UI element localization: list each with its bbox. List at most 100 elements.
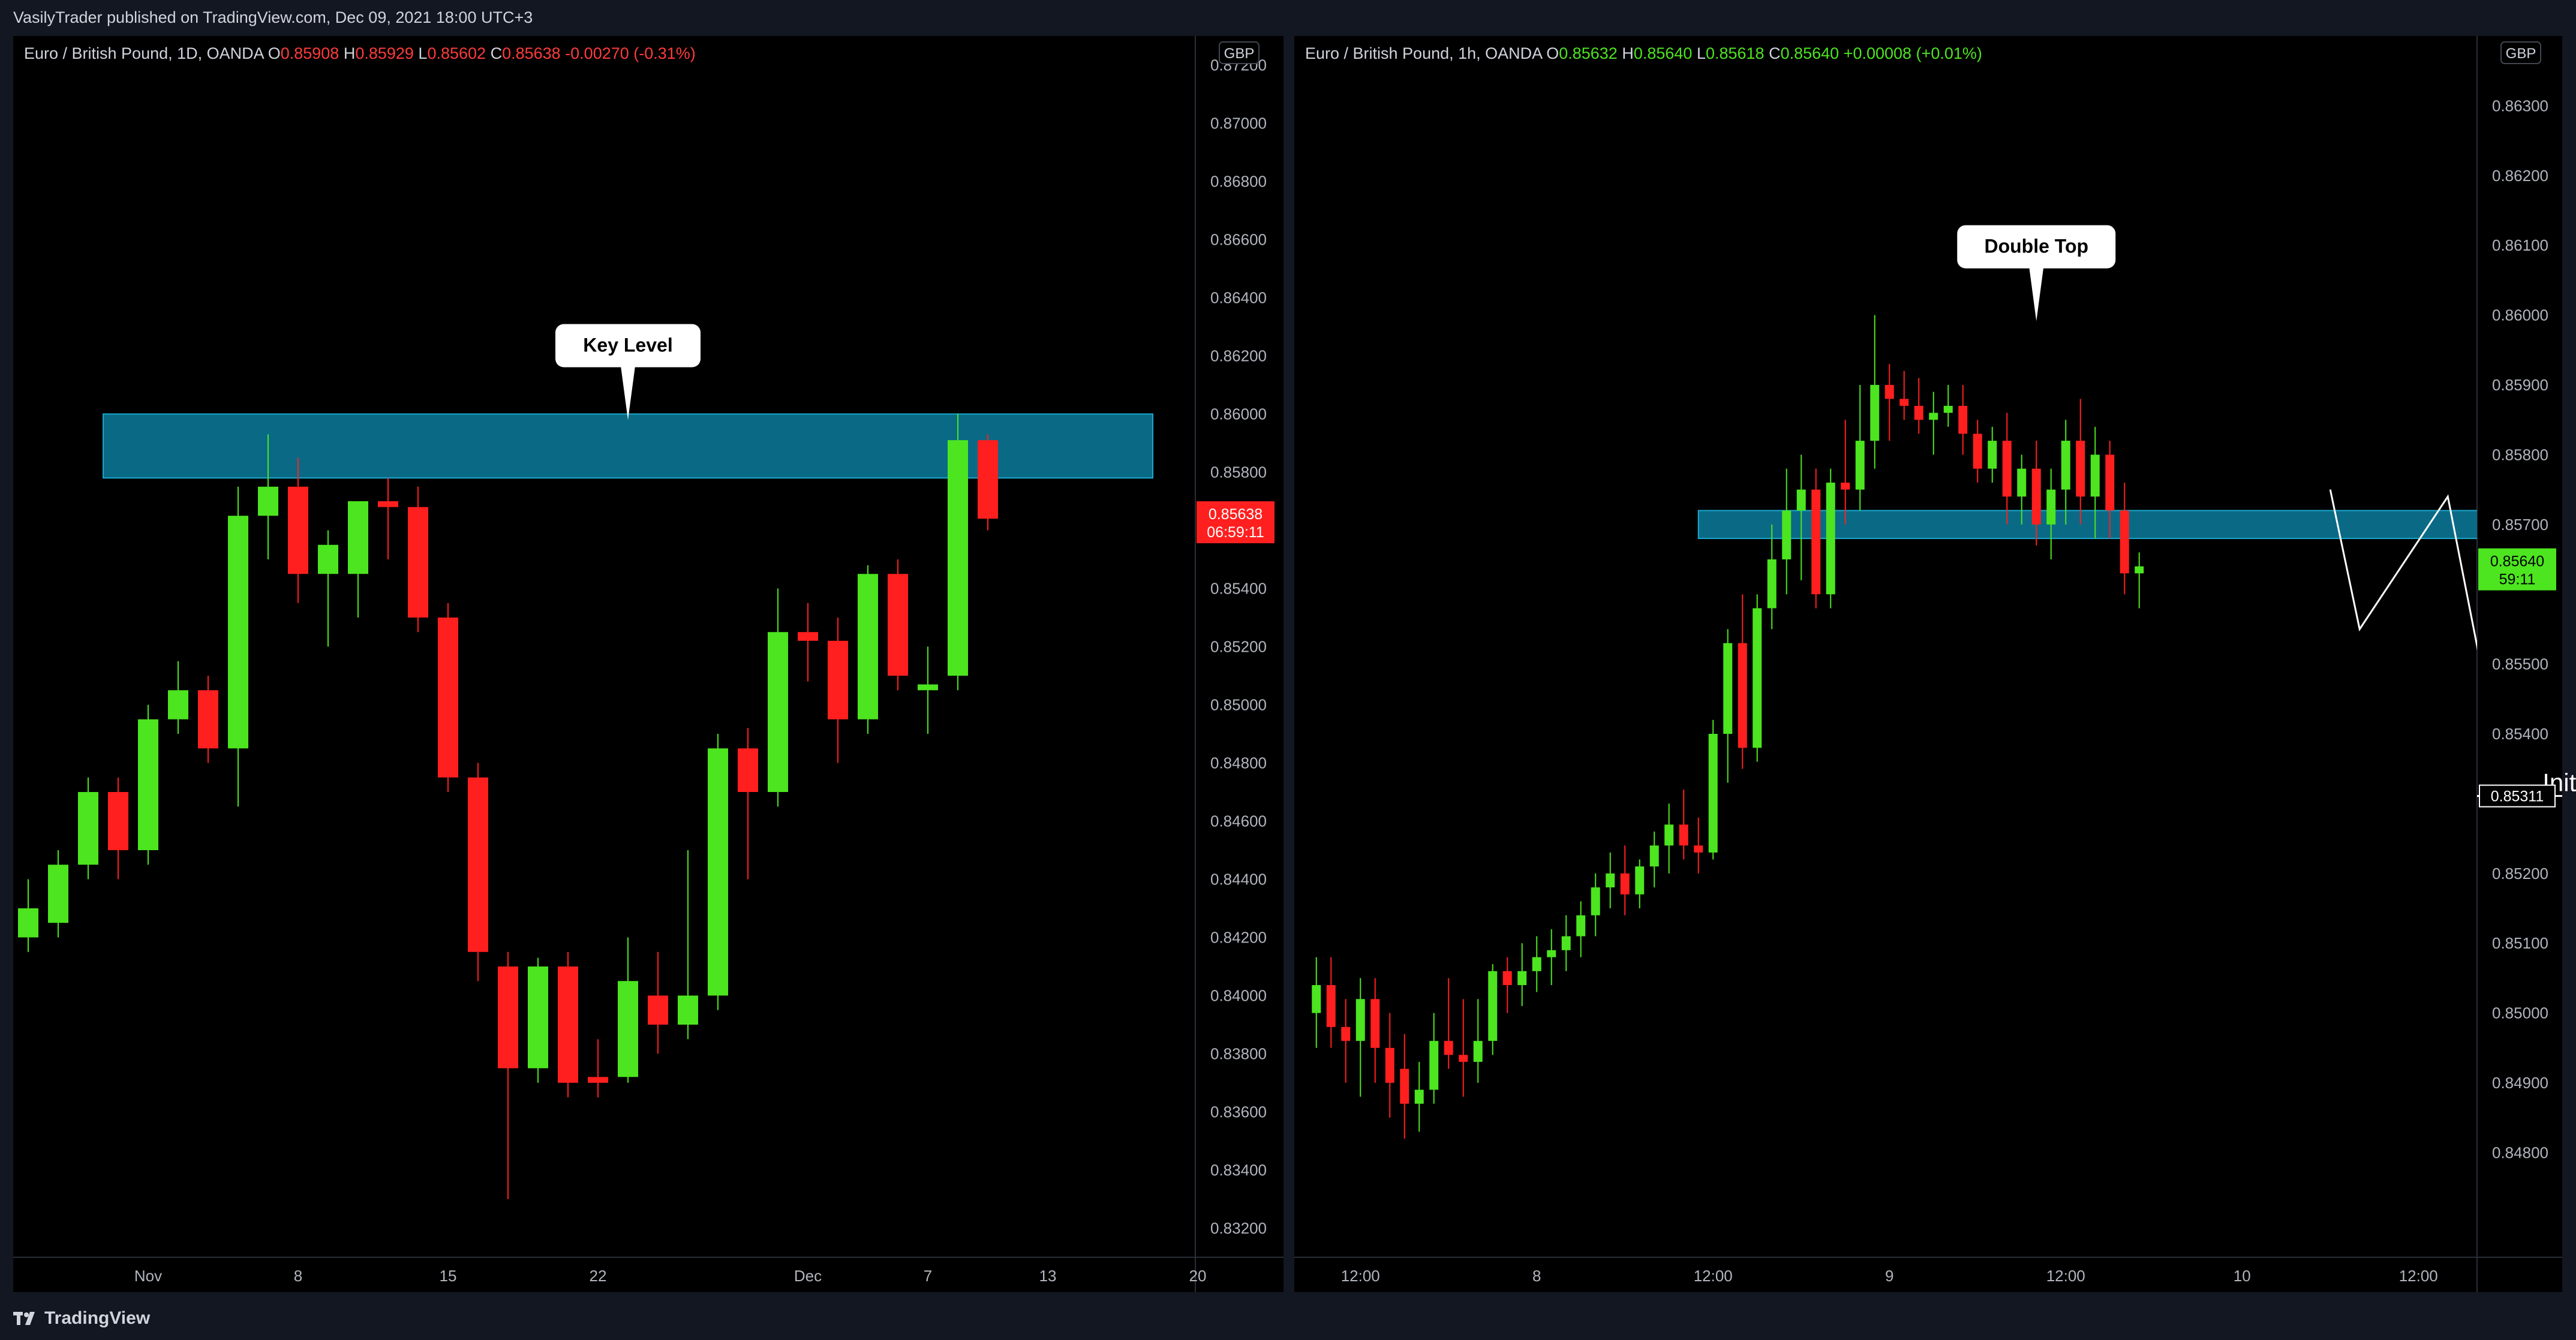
candle[interactable] (2002, 412, 2012, 525)
annotation-callout[interactable]: Double Top (1957, 225, 2116, 321)
candle[interactable] (1826, 468, 1835, 609)
candle[interactable] (768, 588, 788, 807)
candle[interactable] (1429, 1013, 1439, 1104)
candle[interactable] (1943, 385, 1953, 427)
candle[interactable] (78, 777, 98, 880)
candle[interactable] (528, 957, 548, 1083)
candle[interactable] (588, 1039, 608, 1098)
candle[interactable] (1914, 378, 1923, 434)
candle[interactable] (138, 704, 158, 865)
candle[interactable] (1488, 964, 1498, 1055)
candle[interactable] (1796, 454, 1806, 580)
candle[interactable] (408, 486, 428, 633)
candle[interactable] (1547, 929, 1556, 986)
candle[interactable] (1444, 978, 1453, 1069)
candle[interactable] (738, 728, 758, 880)
chart-panel-daily[interactable]: Key Level0.872000.870000.868000.866000.8… (13, 36, 1284, 1292)
candle[interactable] (1664, 803, 1674, 874)
candle[interactable] (1473, 999, 1483, 1083)
tradingview-logo[interactable]: TradingView (13, 1308, 150, 1329)
candle[interactable] (1723, 629, 1733, 783)
candle[interactable] (2120, 482, 2129, 595)
candle[interactable] (1620, 845, 1630, 916)
candle[interactable] (378, 478, 398, 559)
candle[interactable] (1576, 901, 1586, 957)
candle[interactable] (888, 559, 908, 691)
plot-area[interactable] (1312, 315, 2551, 1139)
candle[interactable] (618, 937, 638, 1083)
candle[interactable] (1855, 385, 1865, 511)
candle[interactable] (918, 646, 938, 734)
candle[interactable] (198, 676, 218, 763)
candle[interactable] (1517, 943, 1527, 1006)
candle[interactable] (108, 777, 128, 880)
candle[interactable] (468, 763, 488, 981)
candle[interactable] (1341, 999, 1351, 1083)
candle[interactable] (1635, 859, 1645, 908)
candle[interactable] (1782, 468, 1792, 595)
candle[interactable] (288, 457, 308, 603)
candle[interactable] (1414, 1062, 1424, 1132)
candle[interactable] (558, 951, 578, 1098)
candle[interactable] (1708, 719, 1718, 860)
candle[interactable] (1738, 594, 1747, 769)
candle[interactable] (648, 951, 668, 1054)
candle[interactable] (1899, 371, 1909, 420)
candle[interactable] (978, 434, 998, 531)
candle[interactable] (1649, 831, 1659, 888)
candle[interactable] (48, 850, 68, 938)
candle[interactable] (2046, 468, 2056, 559)
candle[interactable] (228, 486, 248, 807)
candle[interactable] (438, 603, 458, 792)
currency-button[interactable]: GBP (2500, 41, 2541, 64)
candle[interactable] (1606, 852, 1615, 908)
candle[interactable] (678, 850, 698, 1040)
plot-area[interactable] (18, 413, 1153, 1200)
candle[interactable] (2090, 426, 2100, 539)
candle[interactable] (2061, 420, 2070, 525)
candle[interactable] (2135, 552, 2144, 609)
candle[interactable] (18, 879, 38, 952)
candle[interactable] (1884, 364, 1894, 441)
candle[interactable] (2017, 454, 2027, 525)
candle[interactable] (168, 661, 188, 734)
candle[interactable] (828, 618, 848, 763)
candle[interactable] (1591, 873, 1600, 937)
candle[interactable] (1532, 936, 1541, 992)
candle[interactable] (2031, 441, 2041, 546)
candle[interactable] (858, 565, 878, 734)
annotation-callout[interactable]: Key Level (555, 324, 701, 420)
candle[interactable] (2076, 399, 2085, 525)
candle[interactable] (1355, 978, 1365, 1097)
candle[interactable] (258, 434, 278, 559)
candle[interactable] (1753, 594, 1762, 762)
candle[interactable] (1326, 957, 1336, 1048)
candle[interactable] (348, 501, 368, 618)
candle[interactable] (1811, 468, 1821, 609)
candle[interactable] (1679, 790, 1688, 860)
candle[interactable] (1973, 420, 1982, 483)
candle[interactable] (1370, 978, 1380, 1083)
candle[interactable] (798, 603, 818, 682)
candle[interactable] (1870, 315, 1880, 469)
candle[interactable] (1459, 999, 1468, 1097)
candle[interactable] (1988, 426, 1997, 483)
candle[interactable] (1312, 957, 1321, 1048)
currency-button[interactable]: GBP (1219, 41, 1260, 64)
candle[interactable] (1841, 420, 1850, 525)
candle[interactable] (1767, 524, 1777, 630)
candle[interactable] (948, 414, 968, 691)
candle[interactable] (1958, 385, 1968, 455)
candle[interactable] (1694, 817, 1703, 874)
candle[interactable] (1502, 957, 1512, 1013)
candle[interactable] (318, 530, 338, 647)
candle[interactable] (1561, 915, 1571, 971)
candle[interactable] (1400, 1034, 1409, 1139)
candle[interactable] (498, 951, 518, 1199)
candle[interactable] (1385, 1013, 1394, 1118)
candle[interactable] (2105, 441, 2115, 539)
candle[interactable] (1929, 392, 1938, 455)
candle[interactable] (708, 734, 728, 1010)
